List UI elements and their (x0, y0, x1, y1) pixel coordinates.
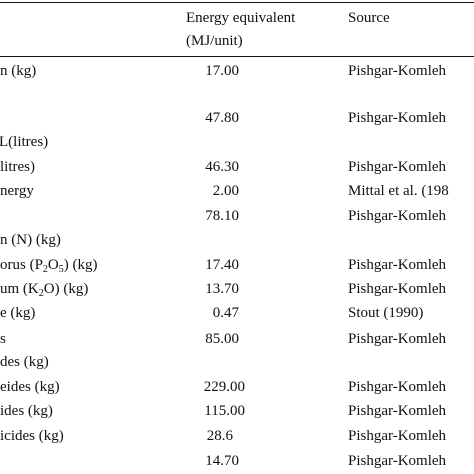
table-row-source: Pishgar-Komleh (348, 208, 447, 224)
table-row-item: orus (P2O5) (kg) (0, 257, 98, 275)
table-row-item: um (K2O) (kg) (0, 281, 89, 299)
table-row-source: Pishgar-Komleh (348, 281, 447, 297)
table-row-source: Pishgar-Komleh (348, 403, 447, 419)
table-row-source: Pishgar-Komleh (348, 428, 447, 444)
table-row-item: L(litres) (0, 134, 49, 150)
header-source: Source (348, 10, 390, 26)
table-row-item: nergy (0, 183, 34, 199)
table-row-source: Pishgar-Komleh (348, 257, 447, 273)
header-energy-equivalent: Energy equivalent (186, 10, 296, 26)
table-row-item: litres) (0, 159, 35, 175)
table-row-source: Pishgar-Komleh (348, 63, 447, 79)
table-row-item: des (kg) (0, 354, 49, 370)
table-row-item: n (kg) (0, 63, 37, 79)
table-row-item: eides (kg) (0, 379, 60, 395)
table-row-item: e (kg) (0, 305, 36, 321)
header-rule (0, 56, 474, 57)
table-row-source: Pishgar-Komleh (348, 453, 447, 469)
table-row-source: Pishgar-Komleh (348, 110, 447, 126)
table-row-item: ides (kg) (0, 403, 53, 419)
table-row-item: n (N) (kg) (0, 232, 61, 248)
top-rule (0, 2, 474, 3)
table-row-item: s (0, 331, 6, 347)
table-row-source: Pishgar-Komleh (348, 379, 447, 395)
table-row-source: Pishgar-Komleh (348, 159, 447, 175)
table-row-source: Mittal et al. (198 (348, 183, 449, 199)
table-row-source: Pishgar-Komleh (348, 331, 447, 347)
table-row-source: Stout (1990) (348, 305, 424, 321)
table-row-item: icides (kg) (0, 428, 64, 444)
header-energy-unit: (MJ/unit) (186, 33, 243, 49)
